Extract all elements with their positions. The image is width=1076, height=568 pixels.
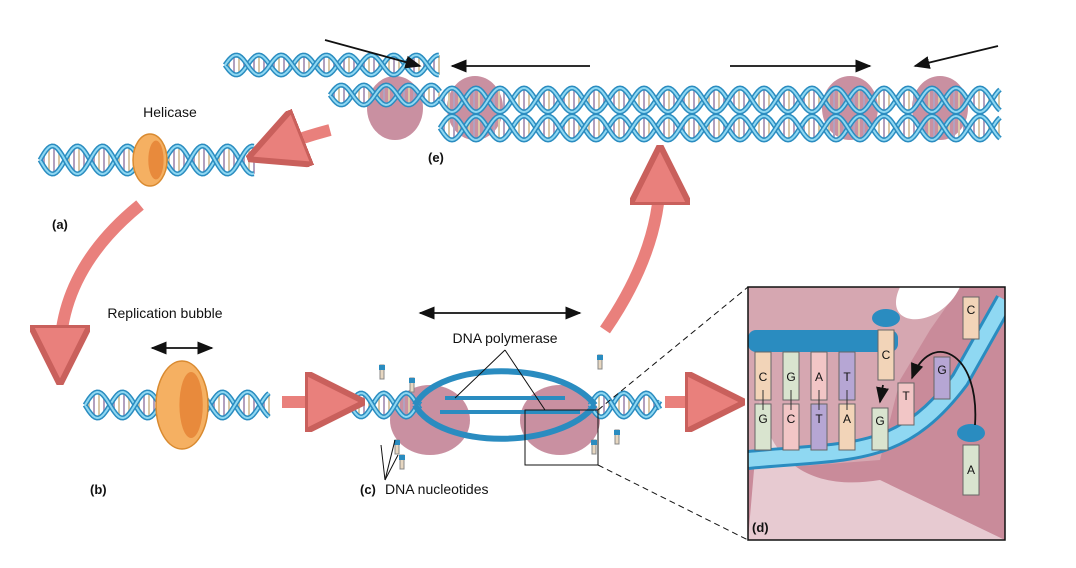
base [754,403,772,451]
base-letter: G [786,370,795,384]
pointer [454,349,506,399]
base-letter: C [787,412,796,426]
zoom-box [524,409,599,466]
base [810,403,828,451]
pointer [380,444,386,481]
backbone-highlight [439,114,1001,142]
free-nucleotide [962,444,980,496]
direction-arrow [324,39,422,69]
backbone-highlight [329,83,441,107]
free-nucleotide [933,356,951,400]
annotation: Replication bubble [107,305,222,321]
bubble-strand [412,403,598,442]
base-letter: A [815,370,823,384]
lower-area [748,400,1005,540]
panel-label: (a) [52,217,68,232]
cleft [895,287,960,320]
free-nucleotide [877,329,895,381]
base-letter: C [759,370,768,384]
backbone-highlight [439,86,1001,114]
nucleotide-cap [394,440,400,445]
nucleotide-cap [409,378,415,383]
base-letter: C [882,348,891,362]
drawing [40,39,1002,481]
backbone-highlight [439,114,1001,142]
nucleotide-cap [872,309,900,327]
helicase-inner [179,372,203,438]
base [782,403,800,451]
backbone-highlight [589,391,661,419]
backbone-highlight [224,53,440,77]
backbone-highlight [439,86,1001,114]
free-nucleotide [871,407,889,451]
pointer [504,349,546,411]
direction-arrow [913,45,999,69]
panel-label: (e) [428,150,444,165]
nucleotide-cap [614,430,620,435]
nucleotide-cap [399,455,405,460]
annotation: Helicase [143,104,197,120]
base-letter: G [758,412,767,426]
backbone-highlight [329,83,441,107]
panel-label: (d) [752,520,769,535]
panel-label: (c) [360,482,376,497]
base-letter: T [815,412,823,426]
zoom-line [597,464,749,541]
backbone-highlight [224,53,440,77]
detail-panel: C G G C A T T A C G T G C A [748,287,1005,540]
annotation: DNA nucleotides [385,481,489,497]
process-arrow [275,130,332,148]
panel-label: (b) [90,482,107,497]
nucleotide-cap [379,365,385,370]
base-letter: T [843,370,851,384]
incorporation-arrow [876,384,889,404]
pointer [384,439,396,481]
zoom-line [597,286,749,411]
free-nucleotide [897,382,915,426]
process-arrow [600,175,660,334]
nucleotide-cap [957,424,985,442]
base-letter: G [875,414,884,428]
base-letter: G [937,363,946,377]
detail-frame [747,286,1006,541]
incorporation-arrow [911,351,977,426]
base [838,403,856,451]
base-letter: A [967,463,975,477]
base-letter: C [967,303,976,317]
nucleotide-cap [591,440,597,445]
backbone-highlight [589,391,661,419]
nucleotide-cap [597,355,603,360]
process-arrow [60,200,144,355]
helicase-inner [148,140,164,180]
base-letter: T [902,389,910,403]
template-strand [748,330,898,352]
annotation: DNA polymerase [452,330,557,346]
base-letter: A [843,412,851,426]
pointer [384,454,399,481]
free-nucleotide [962,296,980,340]
bubble-strand [412,368,598,407]
